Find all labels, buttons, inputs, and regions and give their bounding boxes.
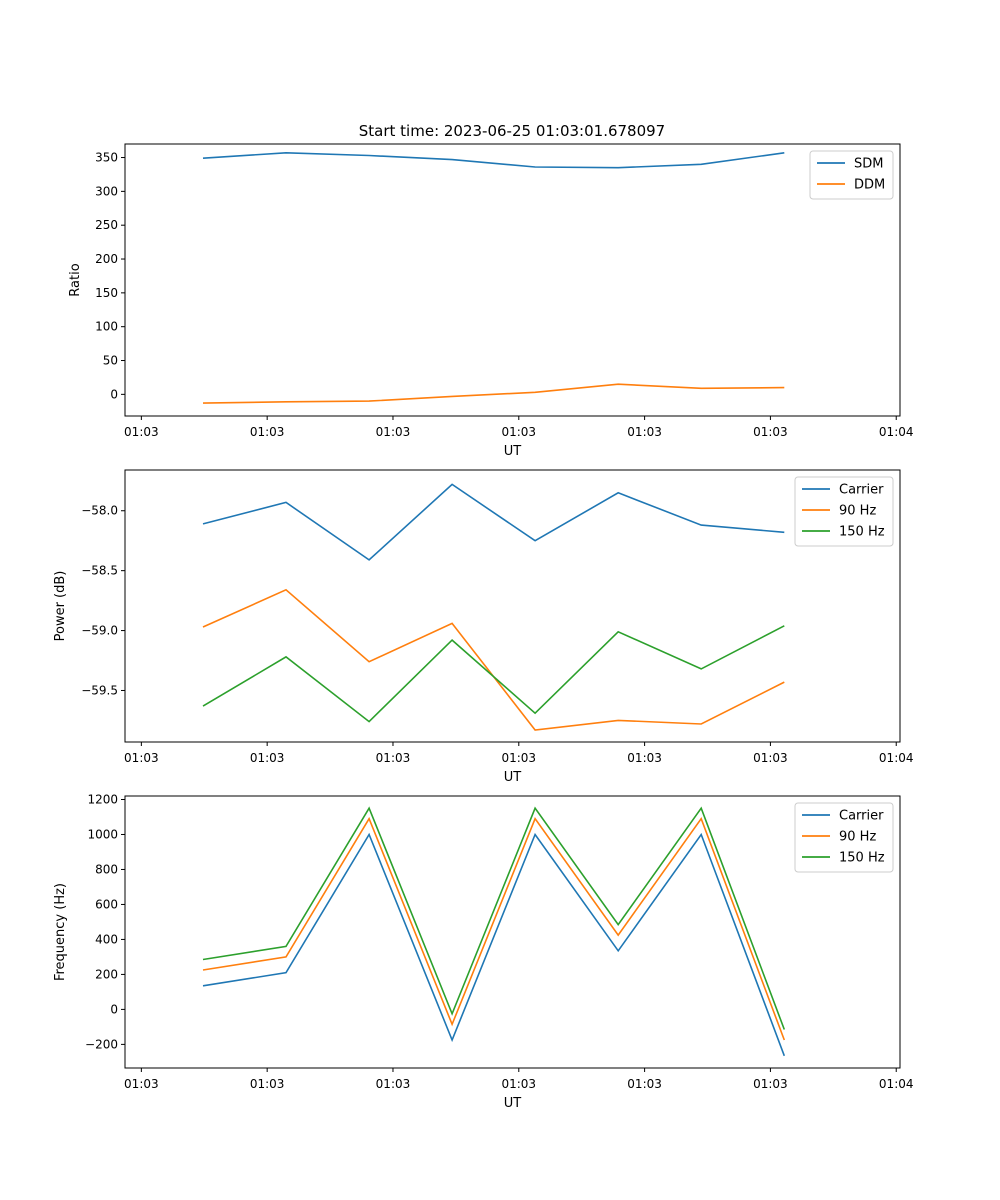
y-tick-label: 1200 bbox=[87, 792, 118, 806]
legend-box-3 bbox=[794, 802, 894, 873]
y-tick-label: −200 bbox=[85, 1037, 118, 1051]
x-tick-label: 01:03 bbox=[250, 751, 285, 765]
y-tick-label: −58.5 bbox=[81, 564, 118, 578]
legend-label: 90 Hz bbox=[839, 504, 876, 519]
series-line-2-3 bbox=[202, 625, 785, 723]
x-tick-label: 01:03 bbox=[753, 425, 788, 439]
x-tick-label: 01:03 bbox=[753, 751, 788, 765]
legend-label: 150 Hz bbox=[839, 525, 885, 540]
axes-frame-2 bbox=[124, 469, 901, 743]
x-tick-label: 01:03 bbox=[250, 1077, 285, 1091]
y-tick-label: 0 bbox=[110, 1002, 118, 1016]
x-tick-label: 01:03 bbox=[753, 1077, 788, 1091]
series-line-3-2 bbox=[202, 816, 786, 1041]
x-tick-label: 01:03 bbox=[124, 751, 159, 765]
y-tick-label: 1000 bbox=[87, 827, 118, 841]
x-tick-label: 01:03 bbox=[124, 1077, 159, 1091]
y-tick-label: 150 bbox=[95, 286, 118, 300]
x-tick-label: 01:03 bbox=[501, 425, 536, 439]
y-axis-label: Ratio bbox=[68, 263, 83, 296]
y-axis-label: Power (dB) bbox=[53, 571, 68, 642]
x-tick-label: 01:04 bbox=[879, 425, 914, 439]
y-tick-label: 50 bbox=[103, 354, 118, 368]
x-tick-label: 01:03 bbox=[250, 425, 285, 439]
x-tick-label: 01:03 bbox=[501, 1077, 536, 1091]
x-tick-label: 01:03 bbox=[501, 751, 536, 765]
x-tick-label: 01:03 bbox=[627, 751, 662, 765]
y-tick-label: 350 bbox=[95, 151, 118, 165]
y-tick-label: 250 bbox=[95, 218, 118, 232]
x-axis-label: UT bbox=[504, 770, 522, 785]
y-tick-label: 0 bbox=[110, 387, 118, 401]
legend-box-2 bbox=[794, 476, 894, 547]
x-axis-label: UT bbox=[504, 1096, 522, 1111]
y-tick-label: −58.0 bbox=[81, 504, 118, 518]
legend-label: Carrier bbox=[839, 483, 884, 498]
y-tick-label: 200 bbox=[95, 967, 118, 981]
y-tick-label: 600 bbox=[95, 897, 118, 911]
series-line-3-3 bbox=[202, 806, 786, 1030]
x-tick-label: 01:04 bbox=[879, 1077, 914, 1091]
legend-label: SDM bbox=[854, 157, 883, 172]
series-line-3-1 bbox=[202, 832, 786, 1057]
x-tick-label: 01:03 bbox=[376, 1077, 411, 1091]
legend-label: Carrier bbox=[839, 809, 884, 824]
y-tick-label: −59.0 bbox=[81, 624, 118, 638]
y-tick-label: 100 bbox=[95, 320, 118, 334]
x-tick-label: 01:04 bbox=[879, 751, 914, 765]
x-tick-label: 01:03 bbox=[376, 751, 411, 765]
x-tick-label: 01:03 bbox=[627, 1077, 662, 1091]
y-tick-label: 200 bbox=[95, 252, 118, 266]
x-axis-label: UT bbox=[504, 444, 522, 459]
y-tick-label: 800 bbox=[95, 862, 118, 876]
y-axis-label: Frequency (Hz) bbox=[53, 883, 68, 981]
x-tick-label: 01:03 bbox=[376, 425, 411, 439]
axes-frame-1 bbox=[124, 143, 901, 417]
chart-title: Start time: 2023-06-25 01:03:01.678097 bbox=[359, 122, 665, 140]
series-line-1-1 bbox=[202, 151, 785, 169]
x-tick-label: 01:03 bbox=[124, 425, 159, 439]
series-line-1-2 bbox=[202, 383, 785, 404]
legend-label: DDM bbox=[854, 178, 885, 193]
y-tick-label: −59.5 bbox=[81, 683, 118, 697]
legend-label: 90 Hz bbox=[839, 830, 876, 845]
series-line-2-1 bbox=[202, 483, 785, 561]
axes-frame-3 bbox=[124, 795, 901, 1069]
legend-label: 150 Hz bbox=[839, 851, 885, 866]
y-tick-label: 400 bbox=[95, 932, 118, 946]
y-tick-label: 300 bbox=[95, 184, 118, 198]
x-tick-label: 01:03 bbox=[627, 425, 662, 439]
